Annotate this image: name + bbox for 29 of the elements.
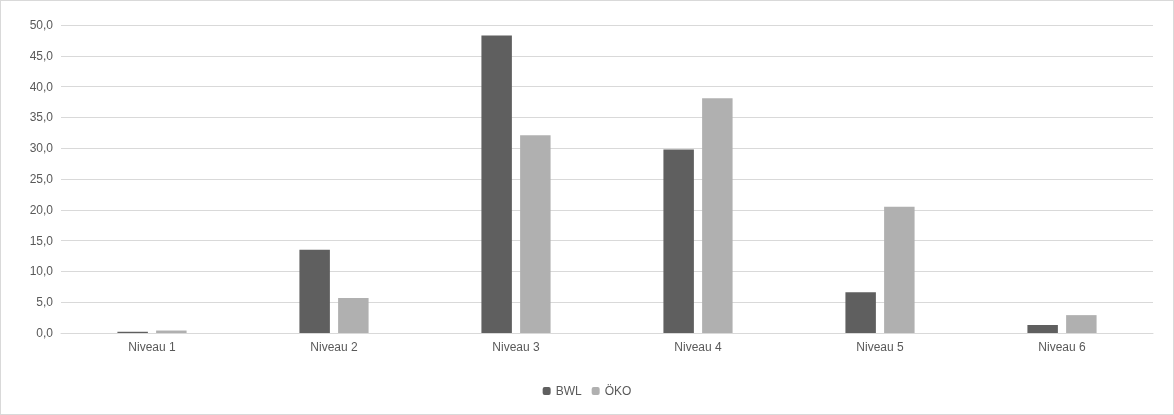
bar	[520, 135, 551, 333]
bar	[884, 206, 915, 333]
x-tick-label: Niveau 1	[128, 340, 176, 354]
x-tick-label: Niveau 6	[1038, 340, 1086, 354]
bar	[663, 149, 694, 333]
y-tick-label: 50,0	[29, 18, 54, 32]
y-tick-label: 25,0	[29, 172, 54, 186]
x-tick-label: Niveau 2	[310, 340, 358, 354]
bar	[481, 35, 512, 333]
bar	[299, 249, 330, 333]
y-tick-label: 45,0	[29, 48, 54, 63]
bar	[702, 98, 733, 333]
legend-label: BWL	[555, 384, 582, 398]
x-tick-label: Niveau 4	[674, 340, 722, 354]
y-tick-label: 10,0	[29, 264, 54, 279]
bar	[1027, 324, 1058, 333]
bar	[845, 292, 876, 333]
y-tick-label: 15,0	[29, 233, 54, 248]
x-tick-label: Niveau 3	[492, 340, 540, 354]
bar	[338, 297, 369, 333]
legend-label: ÖKO	[604, 384, 632, 398]
y-tick-label: 35,0	[29, 110, 54, 125]
x-tick-label: Niveau 5	[856, 340, 904, 354]
bar	[1066, 315, 1097, 333]
y-tick-label: 0,0	[36, 326, 54, 340]
y-tick-label: 40,0	[29, 79, 54, 94]
y-tick-label: 20,0	[29, 202, 54, 217]
y-tick-label: 30,0	[29, 141, 54, 156]
y-tick-label: 5,0	[36, 295, 54, 310]
